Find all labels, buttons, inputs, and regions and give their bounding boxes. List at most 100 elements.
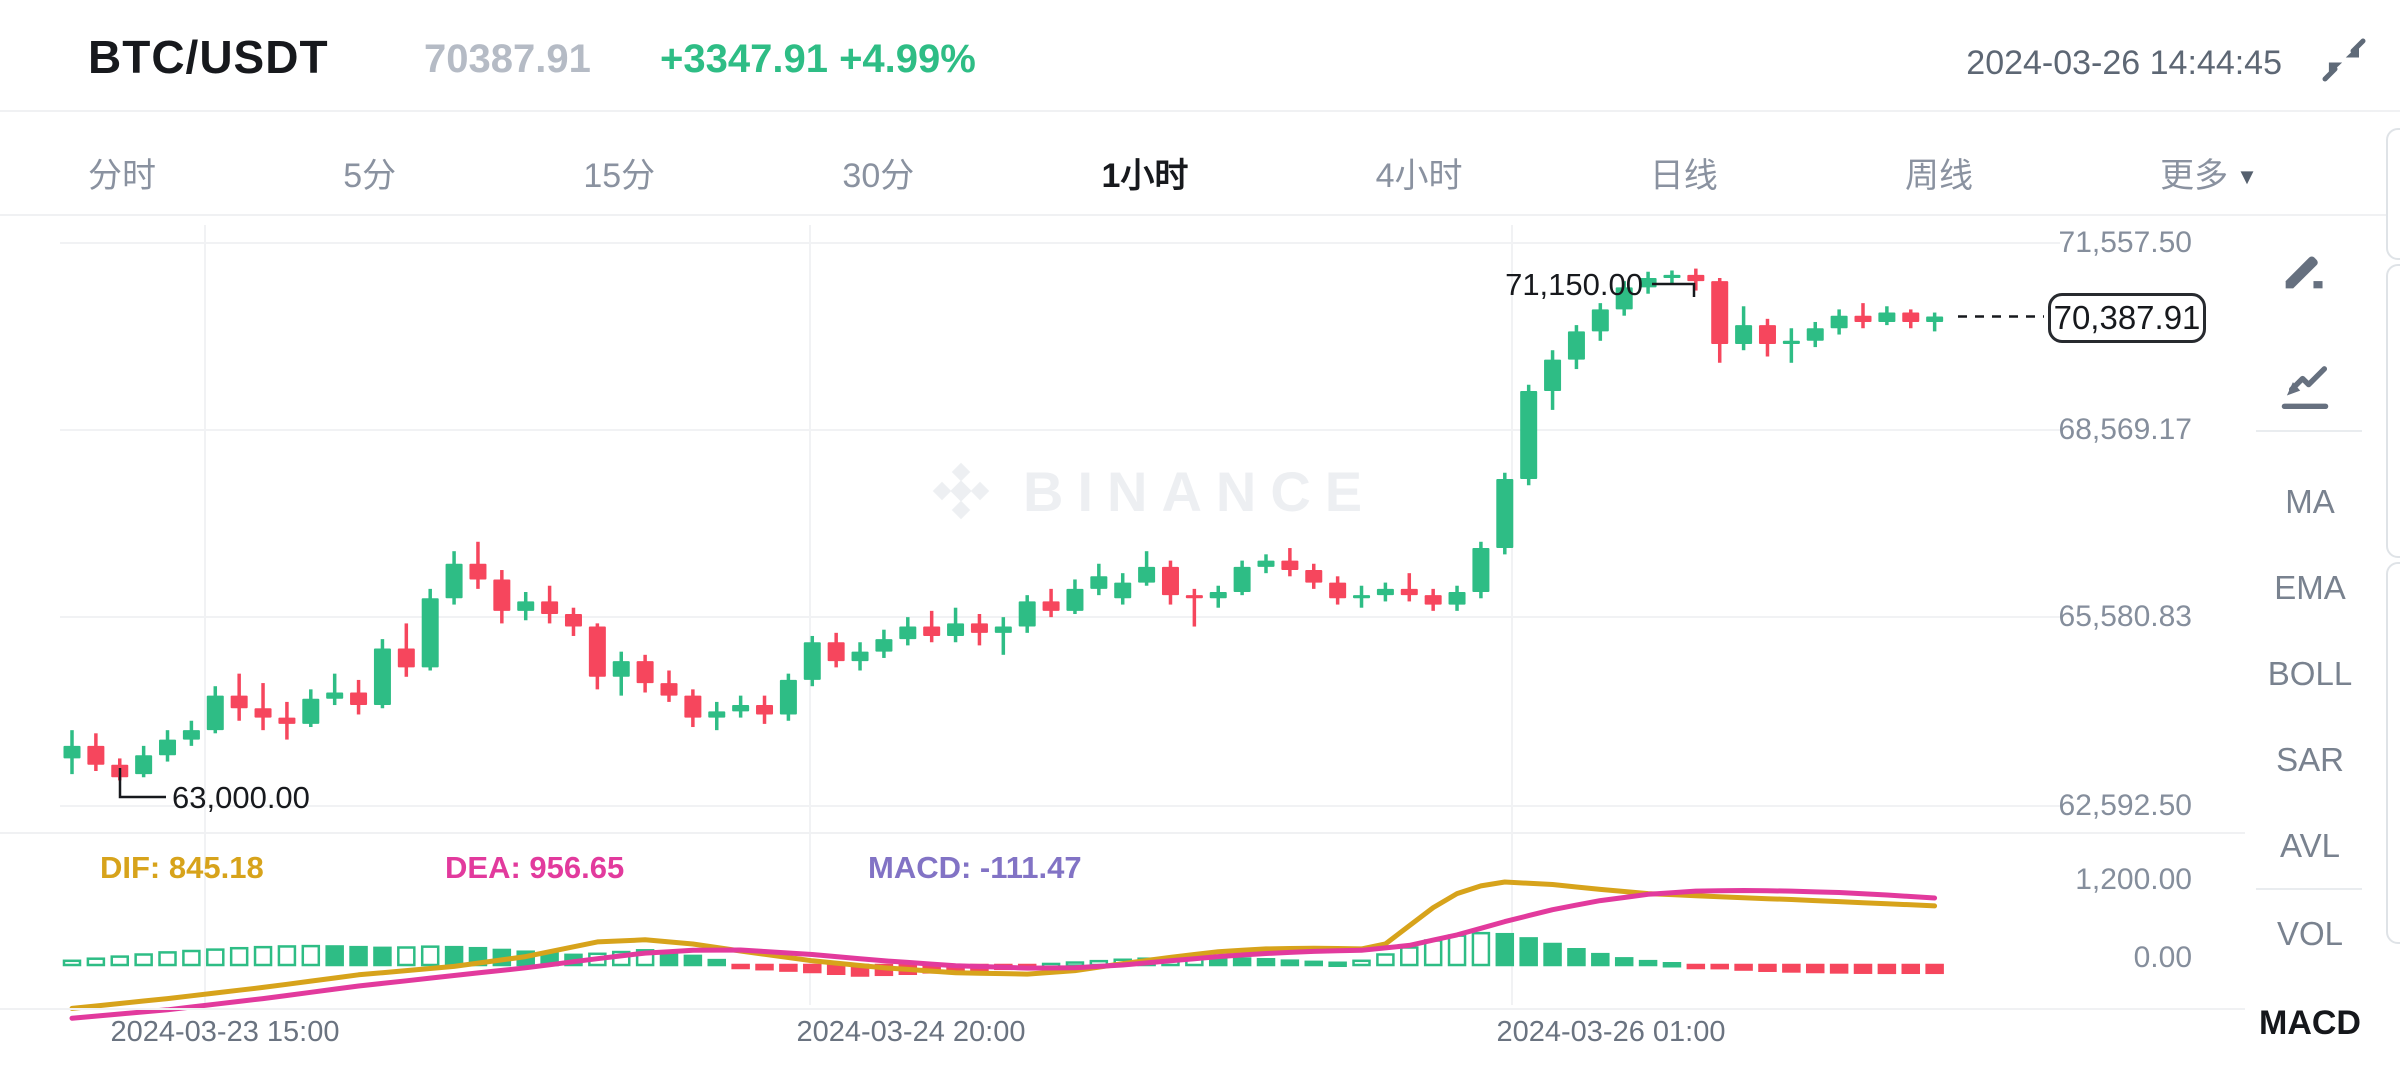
macd-histogram-bar [1256, 958, 1276, 967]
candle-body [827, 642, 845, 662]
draw-tool-icon[interactable] [2276, 240, 2334, 298]
macd-histogram-bar [1304, 960, 1324, 967]
tab-more[interactable]: 更多 ▼ [2160, 148, 2258, 197]
indicator-item-boll[interactable]: BOLL [2267, 655, 2353, 692]
sidebar-divider [2256, 888, 2362, 890]
macd-histogram-bar [1376, 953, 1395, 967]
candle-body [1615, 287, 1633, 310]
price-axis-label: 62,592.50 [2058, 789, 2192, 822]
macd-histogram-bar [1853, 963, 1873, 974]
right-scrollbar-segment[interactable] [2386, 264, 2400, 558]
indicator-item-ema[interactable]: EMA [2274, 569, 2346, 606]
macd-histogram-bar [1805, 963, 1825, 974]
candle-body [636, 661, 654, 684]
tab-1[interactable]: 分时 [88, 156, 156, 195]
indicator-item-sar[interactable]: SAR [2276, 741, 2344, 778]
macd-histogram-bar [826, 963, 846, 975]
indicator-line-icon[interactable] [2276, 358, 2334, 416]
candle-body [1854, 315, 1872, 322]
timeframe-tabs: 分时 5分 15分 30分 1小时 4小时 日线 周线 更多 ▼ [88, 146, 2258, 198]
candle-body [206, 695, 224, 731]
current-price-badge: 70,387.91 [2048, 293, 2206, 343]
indicator-item-avl[interactable]: AVL [2280, 827, 2340, 864]
macd-histogram-bar [277, 945, 297, 967]
tab-5[interactable]: 1小时 [1101, 156, 1189, 195]
candle-body [1567, 331, 1585, 360]
tab-2[interactable]: 5分 [343, 156, 397, 195]
candle-body [1018, 601, 1036, 627]
candle-body [1400, 588, 1418, 596]
price-axis-label: 65,580.83 [2058, 600, 2192, 633]
candle-body [947, 623, 965, 636]
binance-watermark: BINANCE [925, 455, 1376, 527]
tab-4[interactable]: 30分 [842, 156, 915, 195]
candle-body [1782, 340, 1800, 344]
candle-body [1472, 548, 1490, 593]
candle-body [1066, 588, 1084, 611]
candle-body [732, 705, 750, 712]
right-scrollbar-segment[interactable] [2386, 562, 2400, 944]
indicator-item-vol[interactable]: VOL [2276, 915, 2344, 952]
candle-body [326, 692, 344, 699]
macd-histogram-bar [420, 945, 440, 967]
right-scrollbar-segment[interactable] [2386, 128, 2400, 260]
collapse-chart-icon[interactable] [2320, 36, 2368, 84]
macd-histogram-bar [1280, 959, 1300, 967]
macd-axis-label: 1,200.00 [2075, 863, 2192, 896]
dif-line [69, 879, 1938, 1011]
sidebar-divider [2256, 430, 2362, 432]
time-axis-label: 2024-03-24 20:00 [796, 1016, 1026, 1048]
candle-body [1735, 325, 1753, 344]
indicator-item-ma[interactable]: MA [2285, 483, 2335, 520]
macd-histogram-bar [1901, 963, 1921, 975]
macd-histogram-bar [755, 963, 774, 971]
tab-7[interactable]: 日线 [1649, 156, 1718, 195]
candle-body [851, 651, 869, 662]
time-axis-label: 2024-03-23 15:00 [110, 1016, 340, 1048]
dea-value-label: DEA: 956.65 [445, 850, 625, 885]
macd-histogram-bar [1352, 959, 1371, 967]
high-price-annotation: 71,150.00 [1505, 267, 1643, 302]
tab-3[interactable]: 15分 [583, 156, 656, 195]
macd-histogram-bar [349, 945, 368, 967]
candle-body [302, 698, 320, 724]
macd-histogram-bar [1232, 957, 1252, 967]
candle-body [1711, 281, 1729, 344]
watermark-text: BINANCE [1023, 459, 1377, 523]
macd-histogram-bar [1710, 963, 1729, 970]
macd-histogram-bar [253, 945, 273, 967]
candle-body [1496, 478, 1514, 549]
candle-body [1663, 274, 1681, 279]
candle-body [1830, 315, 1848, 329]
tab-6[interactable]: 4小时 [1375, 156, 1463, 195]
indicator-item-macd[interactable]: MACD [2259, 1004, 2361, 1042]
candle-body [756, 705, 774, 715]
macd-histogram-bar [1328, 961, 1347, 968]
candle-body [1926, 316, 1944, 322]
tab-8[interactable]: 周线 [1904, 156, 1973, 195]
candle-body [1329, 582, 1347, 599]
header-divider [0, 110, 2400, 112]
macd-histogram-bar [1614, 957, 1634, 967]
macd-histogram-bar [182, 949, 201, 967]
price-axis-label: 68,569.17 [2058, 413, 2192, 446]
macd-histogram-bar [1447, 934, 1467, 967]
candle-body [1161, 566, 1179, 596]
macd-histogram-bar [1829, 963, 1849, 974]
candle-body [1520, 391, 1538, 479]
candle-body [230, 695, 248, 709]
macd-histogram-bar [301, 944, 321, 967]
candle-body [1209, 592, 1227, 599]
macd-histogram-bar [444, 945, 464, 967]
candle-body [1233, 566, 1251, 593]
candle-body [350, 692, 368, 706]
candle-body [923, 626, 941, 636]
low-price-annotation: 63,000.00 [172, 780, 310, 815]
chart-datetime: 2024-03-26 14:44:45 [1966, 44, 2282, 82]
candle-body [1185, 595, 1203, 599]
macd-histogram-bar [1591, 952, 1610, 967]
macd-histogram-bar [1567, 948, 1586, 967]
macd-histogram-bar [229, 946, 249, 967]
